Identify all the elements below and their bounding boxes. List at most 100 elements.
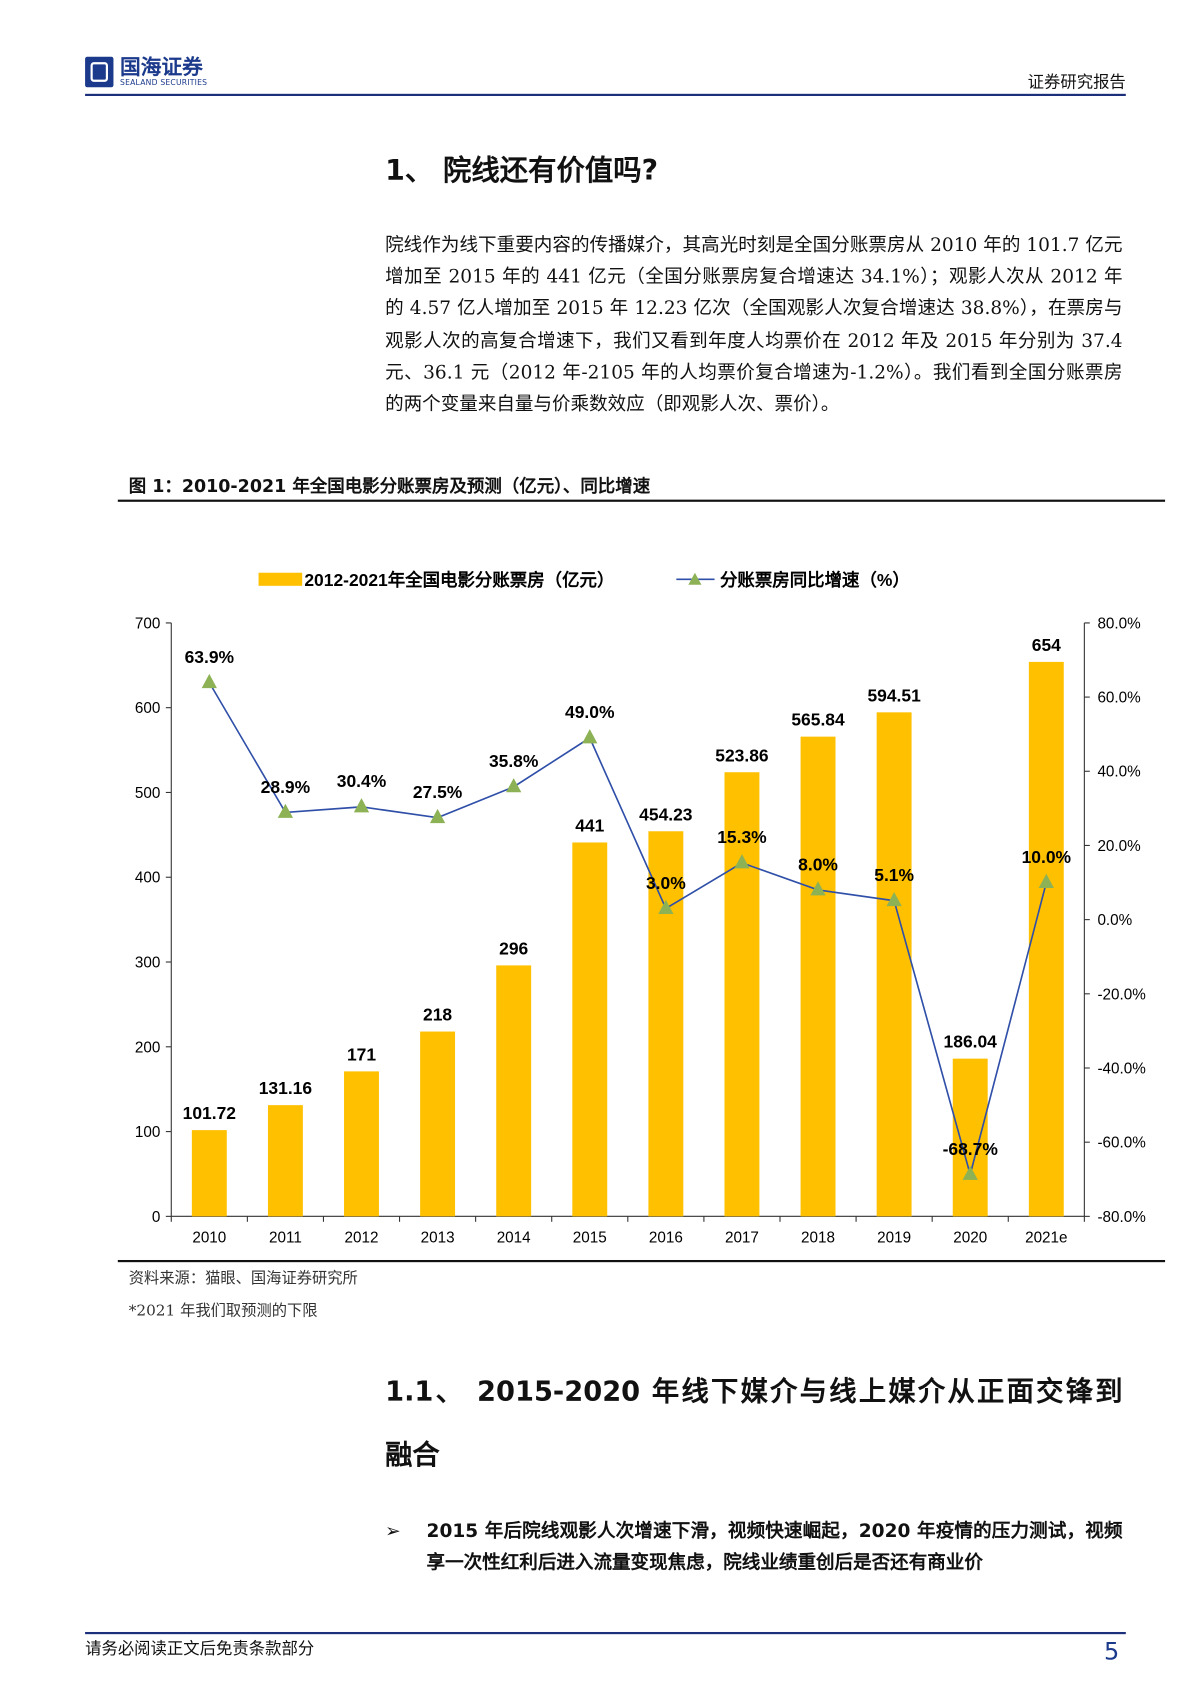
bar-2021e (1028, 661, 1064, 1217)
x-tick-label: 2018 (801, 1230, 835, 1247)
growth-line (208, 682, 1048, 1178)
x-tick-label: 2017 (725, 1230, 759, 1247)
right-tick-label: -40.0% (1097, 1060, 1146, 1077)
right-tick-label: 80.0% (1097, 615, 1141, 632)
growth-label: 8.0% (798, 854, 838, 874)
logo-cn: 国海证券 (119, 55, 203, 80)
growth-label: 49.0% (565, 702, 615, 722)
company-logo: 国海证券 SEALAND SECURITIES (85, 57, 207, 88)
figure-bottom-rule (117, 1259, 1166, 1262)
header-rule (85, 93, 1126, 96)
section-title: 1、 院线还有价值吗? (385, 154, 659, 188)
bullet-text: 2015 年后院线观影人次增速下滑，视频快速崛起，2020 年疫情的压力测试，视… (426, 1520, 1123, 1575)
growth-point-2015 (582, 729, 598, 744)
figure-note: *2021 年我们取预测的下限 (128, 1302, 318, 1320)
bar-2012 (344, 1071, 379, 1217)
legend-line-label: 分账票房同比增速（%） (720, 570, 910, 590)
logo-mark-icon (85, 56, 114, 88)
growth-point-2016 (658, 899, 674, 914)
bar-2010 (191, 1130, 227, 1217)
bar-2013 (420, 1031, 456, 1217)
right-tick-label: 40.0% (1097, 764, 1141, 781)
left-tick-label: 0 (152, 1209, 161, 1226)
page-number: 5 (1103, 1638, 1120, 1666)
right-tick-label: -80.0% (1097, 1209, 1146, 1226)
left-tick-label: 500 (135, 785, 160, 802)
bar-label: 101.72 (183, 1103, 236, 1123)
growth-point-2010 (201, 673, 217, 689)
footer-rule (85, 1631, 1126, 1635)
bar-label: 186.04 (944, 1032, 998, 1052)
x-tick-label: 2020 (953, 1230, 987, 1247)
legend-bar-label: 2012-2021年全国电影分账票房（亿元） (304, 570, 614, 590)
x-tick-label: 2012 (345, 1230, 379, 1247)
x-tick-label: 2014 (497, 1230, 531, 1247)
bar-label: 296 (499, 939, 528, 959)
bar-2017 (724, 772, 760, 1217)
x-tick-label: 2013 (421, 1230, 455, 1247)
growth-point-2019 (886, 891, 902, 907)
left-tick-label: 600 (135, 700, 160, 717)
x-tick-label: 2010 (192, 1230, 226, 1247)
legend-bar-swatch (258, 572, 303, 586)
growth-point-2021e (1038, 873, 1054, 888)
right-tick-label: 20.0% (1097, 838, 1141, 855)
bar-label: 131.16 (259, 1078, 313, 1098)
report-type: 证券研究报告 (1027, 71, 1126, 92)
growth-point-2014 (506, 778, 522, 793)
x-tick-label: 2016 (649, 1230, 683, 1247)
left-tick-label: 300 (135, 954, 160, 971)
growth-label: 28.9% (261, 777, 311, 797)
section-paragraph: 院线作为线下重要内容的传播媒介，其高光时刻是全国分账票房从 2010 年的 10… (385, 234, 1123, 416)
right-tick-label: -60.0% (1097, 1135, 1146, 1152)
bar-2020 (952, 1058, 988, 1217)
growth-point-2013 (429, 808, 446, 824)
box-office-chart: 2012-2021年全国电影分账票房（亿元） 分账票房同比增速（%） 0 100 2… (135, 570, 1146, 1247)
x-tick-label: 2011 (269, 1230, 302, 1247)
left-tick-label: 700 (135, 615, 160, 632)
bar-label: 171 (347, 1044, 376, 1064)
x-tick-label: 2021e (1025, 1230, 1067, 1247)
bar-label: 654 (1032, 635, 1061, 655)
growth-point-2012 (353, 798, 370, 813)
bar-label: 523.86 (715, 745, 769, 765)
footer-disclaimer: 请务必阅读正文后免责条款部分 (85, 1638, 315, 1659)
right-tick-label: -20.0% (1097, 986, 1146, 1003)
bullet-item: ➢ 2015 年后院线观影人次增速下滑，视频快速崛起，2020 年疫情的压力测试… (385, 1516, 1122, 1579)
chart-legend: 2012-2021年全国电影分账票房（亿元） 分账票房同比增速（%） (258, 570, 910, 590)
bar-2014 (496, 965, 532, 1217)
left-tick-label: 100 (135, 1124, 160, 1141)
right-tick-label: 0.0% (1097, 912, 1132, 929)
growth-label: 30.4% (337, 771, 387, 791)
growth-label: 35.8% (489, 751, 539, 771)
bar-2019 (876, 712, 912, 1217)
growth-label: 27.5% (413, 782, 463, 802)
growth-point-2017 (734, 854, 750, 869)
x-tick-label: 2015 (573, 1230, 607, 1247)
bar-2011 (267, 1105, 303, 1217)
subsection-title-line2: 融合 (385, 1438, 440, 1471)
arrow-bullet-icon: ➢ (385, 1520, 401, 1543)
bar-label: 441 (575, 816, 604, 836)
growth-label: 5.1% (874, 865, 914, 885)
figure-source: 资料来源：猫眼、国海证券研究所 (128, 1269, 358, 1288)
left-tick-label: 400 (135, 870, 160, 887)
x-tick-label: 2019 (877, 1230, 911, 1247)
logo-en: SEALAND SECURITIES (119, 78, 208, 88)
bar-2018 (800, 736, 836, 1217)
subsection-title-line1: 1.1、 2015-2020 年线下媒介与线上媒介从正面交锋到 (385, 1375, 1123, 1408)
figure-caption: 图 1：2010-2021 年全国电影分账票房及预测（亿元）、同比增速 (128, 475, 651, 497)
growth-point-2020 (962, 1165, 978, 1180)
right-tick-label: 60.0% (1097, 690, 1141, 707)
growth-label: 15.3% (717, 827, 767, 847)
bar-label: 218 (423, 1005, 452, 1025)
caption-rule (117, 499, 1166, 502)
growth-label: -68.7% (943, 1139, 999, 1159)
bar-2015 (572, 842, 608, 1217)
left-tick-label: 200 (135, 1039, 160, 1056)
bar-label: 454.23 (639, 804, 693, 824)
growth-label: 63.9% (185, 647, 235, 667)
growth-label: 10.0% (1022, 847, 1072, 867)
bar-label: 594.51 (867, 685, 921, 705)
growth-label: 3.0% (646, 873, 686, 893)
